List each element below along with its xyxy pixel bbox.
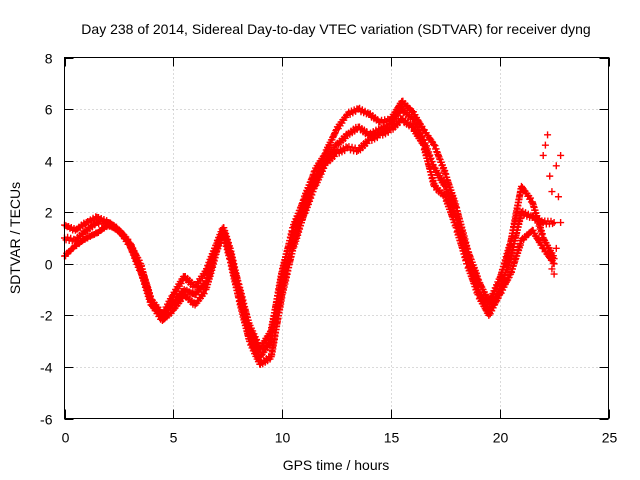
- y-tick-label: 0: [45, 257, 53, 273]
- y-tick-label: 6: [45, 102, 53, 118]
- chart-title: Day 238 of 2014, Sidereal Day-to-day VTE…: [81, 21, 590, 37]
- y-tick-label: -2: [40, 308, 53, 324]
- x-tick-label: 20: [493, 430, 509, 446]
- x-tick-label: 10: [275, 430, 291, 446]
- x-tick-label: 0: [62, 430, 70, 446]
- sdtvar-chart: 0 5 10 15 20 25 -6 -4 -2 0 2 4 6 8 Day 238 of 2014, …: [0, 0, 640, 480]
- y-tick-label: -4: [40, 360, 53, 376]
- y-tick-label: -6: [40, 412, 53, 428]
- x-tick-label: 25: [602, 430, 618, 446]
- x-axis-label: GPS time / hours: [283, 457, 390, 473]
- y-tick-label: 2: [45, 205, 53, 221]
- y-tick-label: 8: [45, 51, 53, 67]
- x-tick-label: 15: [384, 430, 400, 446]
- y-tick-label: 4: [45, 154, 53, 170]
- y-axis-label: SDTVAR / TECUs: [7, 182, 23, 294]
- x-tick-label: 5: [170, 430, 178, 446]
